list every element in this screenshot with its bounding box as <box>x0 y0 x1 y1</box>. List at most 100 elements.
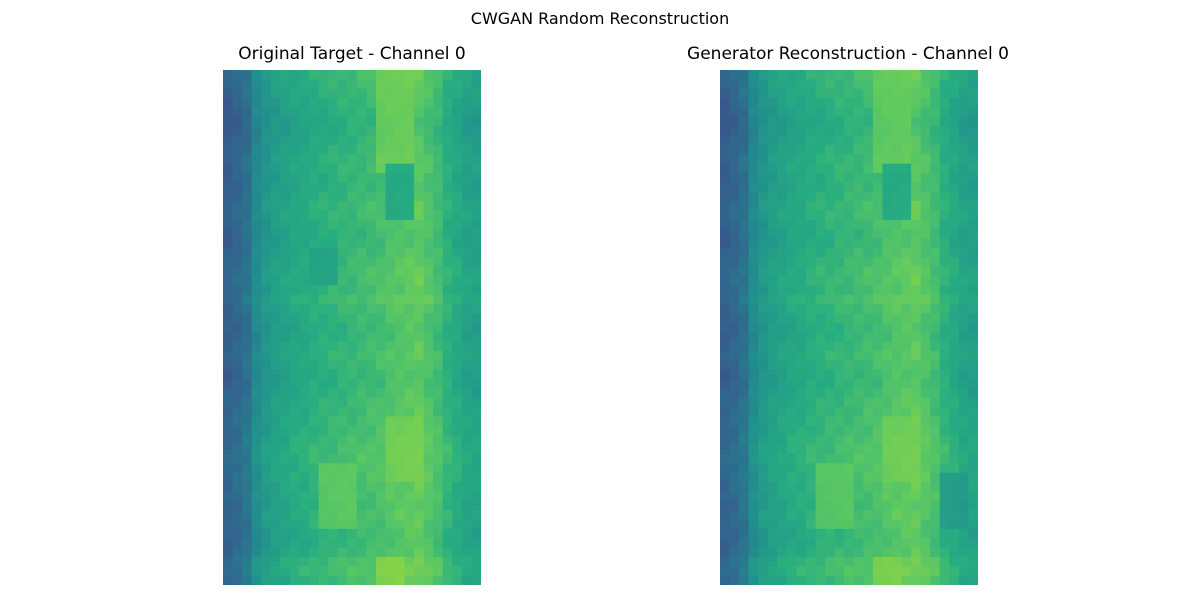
heatmap-cell <box>452 482 463 492</box>
heatmap-cell <box>892 341 903 352</box>
heatmap-cell <box>223 98 234 109</box>
heatmap-cell <box>853 116 864 127</box>
heatmap-cell <box>796 416 807 427</box>
heatmap-cell <box>939 70 950 80</box>
heatmap-cell <box>949 182 960 193</box>
heatmap-cell <box>261 247 272 258</box>
heatmap-cell <box>930 566 941 577</box>
heatmap-cell <box>729 219 740 230</box>
heatmap-cell <box>825 322 836 333</box>
heatmap-cell <box>863 266 874 277</box>
heatmap-cell <box>748 79 759 90</box>
heatmap-cell <box>815 491 826 502</box>
heatmap-cell <box>471 463 481 474</box>
heatmap-cell <box>939 191 950 202</box>
heatmap-cell <box>758 238 769 249</box>
heatmap-cell <box>471 369 481 380</box>
heatmap-cell <box>471 556 481 567</box>
heatmap-cell <box>853 201 864 212</box>
heatmap-cell <box>806 510 817 521</box>
heatmap-cell <box>280 350 291 361</box>
heatmap-cell <box>261 116 272 127</box>
heatmap-cell <box>251 491 262 502</box>
heatmap-cell <box>414 463 425 474</box>
heatmap-cell <box>920 379 931 389</box>
heatmap-cell <box>232 425 243 436</box>
heatmap-cell <box>375 98 387 109</box>
heatmap-cell <box>251 257 262 268</box>
heatmap-cell <box>844 388 855 399</box>
heatmap-cell <box>251 229 262 240</box>
heatmap-cell <box>844 416 855 427</box>
heatmap-cell <box>270 294 281 305</box>
heatmap-cell <box>280 500 291 511</box>
heatmap-cell <box>251 201 262 212</box>
heatmap-cell <box>423 538 434 549</box>
heatmap-cell <box>825 369 836 380</box>
heatmap-cell <box>892 556 903 567</box>
heatmap-cell <box>356 538 367 549</box>
heatmap-cell <box>471 182 481 193</box>
heatmap-cell <box>452 144 463 155</box>
heatmap-cell <box>442 528 453 539</box>
heatmap-cell <box>806 294 817 305</box>
heatmap-cell <box>748 266 759 277</box>
heatmap-cell <box>232 70 243 80</box>
heatmap-cell <box>461 435 473 446</box>
heatmap-cell <box>930 407 941 418</box>
heatmap-cell <box>777 444 788 455</box>
heatmap-original <box>223 70 481 585</box>
heatmap-cell <box>356 116 367 127</box>
heatmap-cell <box>242 229 253 240</box>
heatmap-cell <box>901 210 912 221</box>
heatmap-cell <box>423 491 434 502</box>
heatmap-cell <box>815 510 826 521</box>
heatmap-cell <box>863 491 874 502</box>
heatmap-cell <box>796 575 807 585</box>
heatmap-cell <box>251 88 262 99</box>
heatmap-cell <box>223 556 234 567</box>
heatmap-cell <box>261 500 272 511</box>
heatmap-cell <box>423 453 434 464</box>
heatmap-cell <box>251 238 262 249</box>
heatmap-cell <box>786 341 798 352</box>
heatmap-cell <box>901 154 912 165</box>
heatmap-cell <box>375 547 387 558</box>
heatmap-cell <box>299 500 310 511</box>
heatmap-cell <box>270 126 281 137</box>
heatmap-cell <box>872 472 884 483</box>
heatmap-cell <box>920 519 931 530</box>
heatmap-cell <box>748 491 759 502</box>
heatmap-cell <box>442 332 453 343</box>
heatmap-cell <box>375 70 387 80</box>
heatmap-cell <box>796 144 807 155</box>
heatmap-cell <box>375 182 387 193</box>
heatmap-cell <box>748 304 759 315</box>
heatmap-cell <box>901 397 912 408</box>
heatmap-cell <box>901 556 912 567</box>
heatmap-cell <box>280 182 291 193</box>
heatmap-cell <box>385 500 396 511</box>
heatmap-cell <box>414 266 425 277</box>
heatmap-cell <box>796 79 807 90</box>
heatmap-cell <box>748 500 759 511</box>
heatmap-cell <box>786 229 798 240</box>
heatmap-cell <box>911 229 922 240</box>
heatmap-cell <box>777 397 788 408</box>
heatmap-cell <box>901 350 912 361</box>
heatmap-cell <box>911 79 922 90</box>
heatmap-cell <box>872 266 884 277</box>
heatmap-cell <box>834 173 845 183</box>
heatmap-cell <box>825 397 836 408</box>
heatmap-cell <box>414 425 425 436</box>
heatmap-cell <box>289 519 301 530</box>
heatmap-cell <box>815 435 826 446</box>
heatmap-cell <box>404 463 415 474</box>
heatmap-cell <box>777 379 788 389</box>
heatmap-cell <box>882 435 893 446</box>
heatmap-cell <box>270 201 281 212</box>
heatmap-cell <box>280 210 291 221</box>
heatmap-cell <box>242 360 253 371</box>
heatmap-cell <box>815 257 826 268</box>
heatmap-cell <box>786 276 798 286</box>
